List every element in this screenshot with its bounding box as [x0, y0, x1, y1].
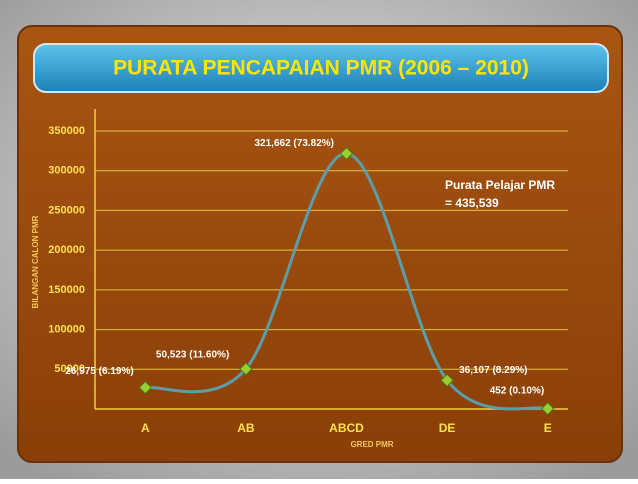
marker: [440, 373, 454, 388]
y-tick-label: 50000: [54, 363, 85, 375]
y-tick-label: 150000: [48, 284, 85, 296]
data-label: 452 (0.10%): [490, 385, 544, 396]
y-tick-label: 200000: [48, 244, 85, 256]
data-label: 26,975 (6.19%): [65, 366, 133, 377]
data-label: 50,523 (11.60%): [156, 350, 229, 361]
y-tick-label: 100000: [48, 323, 85, 335]
data-label: 321,662 (73.82%): [255, 138, 335, 149]
x-tick-label: ABCD: [329, 421, 364, 435]
x-tick-label: DE: [439, 421, 456, 435]
annotation: Purata Pelajar PMR: [445, 178, 555, 192]
chart-title: PURATA PENCAPAIAN PMR (2006 – 2010): [113, 57, 529, 80]
y-tick-label: 350000: [48, 125, 85, 137]
marker: [239, 362, 253, 376]
marker: [339, 146, 354, 161]
annotation: = 435,539: [445, 196, 499, 210]
y-tick-label: 300000: [48, 165, 85, 177]
title-bar: [33, 43, 609, 93]
y-tick-label: 250000: [48, 204, 85, 216]
data-label: 36,107 (8.29%): [459, 365, 527, 376]
x-axis-label: GRED PMR: [350, 440, 393, 449]
x-tick-label: A: [141, 421, 150, 435]
x-tick-label: AB: [237, 421, 255, 435]
marker: [138, 380, 153, 395]
y-axis-label: BILANGAN CALON PMR: [31, 215, 40, 308]
marker: [540, 401, 555, 416]
panel: [17, 25, 623, 463]
x-tick-label: E: [544, 421, 552, 435]
